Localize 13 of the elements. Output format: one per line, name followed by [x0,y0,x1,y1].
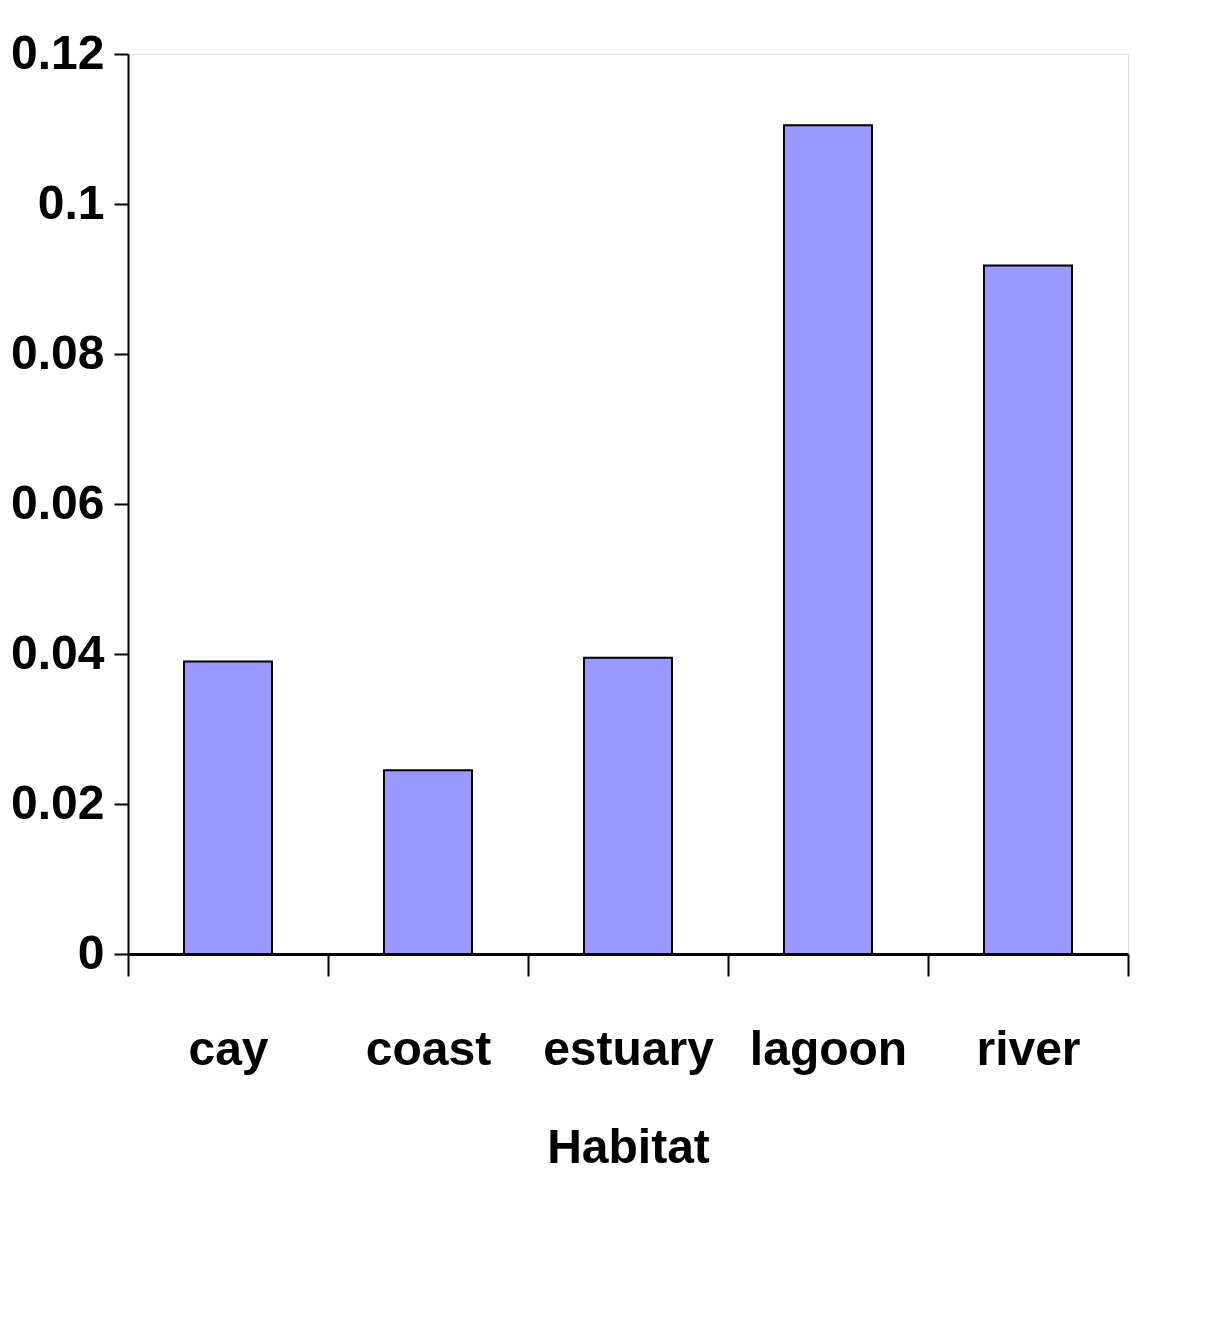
x-tick-label: estuary [543,1021,715,1075]
x-tick-label: river [976,1021,1081,1075]
x-tick-label: lagoon [749,1021,908,1075]
y-tick-label: 0 [77,925,105,979]
y-tick-label: 0.12 [11,25,105,79]
x-tick-label: coast [365,1021,492,1075]
y-tick-label: 0.06 [11,475,105,529]
y-tick-label: 0.1 [37,175,105,229]
x-axis-title: Habitat [547,1119,710,1173]
y-tick-label: 0.04 [11,625,105,679]
y-tick-label: 0.08 [11,325,105,379]
x-tick-label: cay [188,1021,269,1075]
y-tick-label: 0.02 [11,775,105,829]
